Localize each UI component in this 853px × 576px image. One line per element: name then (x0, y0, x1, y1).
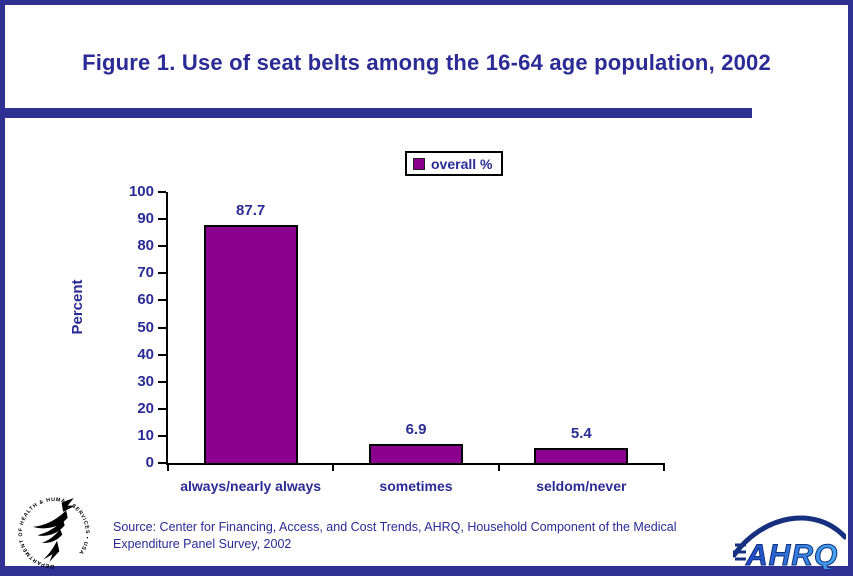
y-tick-mark (158, 353, 166, 356)
y-tick-mark (158, 326, 166, 329)
title-divider-bar (0, 108, 752, 118)
y-tick-mark (158, 299, 166, 302)
y-tick-mark (158, 462, 166, 464)
source-note-line1: Source: Center for Financing, Access, an… (113, 520, 677, 534)
bar-value-label: 6.9 (405, 421, 427, 439)
legend-swatch (413, 157, 425, 170)
y-tick-label: 60 (137, 291, 154, 309)
source-note: Source: Center for Financing, Access, an… (113, 519, 741, 553)
y-axis-title: Percent (69, 279, 86, 335)
bar (369, 444, 463, 463)
y-tick-label: 100 (128, 183, 154, 200)
y-tick-label: 50 (137, 318, 154, 336)
y-tick-mark (158, 218, 166, 221)
y-tick-label: 70 (137, 264, 154, 282)
bar (203, 225, 298, 463)
x-category-label: seldom/never (536, 478, 627, 494)
hhs-seal-logo: DEPARTMENT OF HEALTH & HUMAN SERVICES • … (18, 497, 89, 569)
y-tick-label: 10 (137, 426, 154, 444)
frame-border-top (0, 0, 853, 5)
y-tick-mark (158, 245, 166, 248)
x-tick-mark (332, 463, 335, 471)
y-tick-label: 20 (137, 399, 154, 417)
chart-title: Figure 1. Use of seat belts among the 16… (82, 50, 771, 75)
frame-border-left (0, 0, 5, 576)
frame-border-bottom (0, 566, 853, 576)
frame-border-right (848, 0, 853, 576)
y-tick-label: 0 (145, 454, 154, 471)
legend-box: overall % (405, 151, 504, 176)
y-tick-mark (158, 380, 166, 383)
x-tick-mark (167, 463, 169, 471)
y-tick-mark (158, 434, 166, 437)
x-tick-mark (663, 463, 665, 471)
ahrq-logo: AHRQ (733, 515, 846, 569)
y-tick-label: 40 (137, 345, 154, 363)
x-tick-mark (497, 463, 500, 471)
x-axis-line (166, 463, 664, 465)
bar-value-label: 87.7 (236, 202, 266, 220)
y-tick-mark (158, 407, 166, 410)
x-category-label: sometimes (379, 478, 453, 494)
hhs-eagle-icon (32, 498, 76, 562)
y-tick-mark (158, 191, 166, 193)
bar-value-label: 5.4 (570, 425, 592, 443)
source-note-line2: Expenditure Panel Survey, 2002 (113, 537, 292, 551)
bar (534, 448, 629, 463)
y-tick-mark (158, 272, 166, 275)
ahrq-speed-lines (733, 543, 746, 561)
legend-label: overall % (431, 155, 493, 172)
y-tick-label: 80 (137, 237, 154, 255)
y-axis-line (166, 192, 168, 465)
y-tick-label: 90 (137, 210, 154, 228)
ahrq-wordmark: AHRQ (745, 539, 838, 569)
y-tick-label: 30 (137, 372, 154, 390)
ahrq-swoosh (733, 515, 846, 558)
x-category-label: always/nearly always (180, 478, 322, 494)
